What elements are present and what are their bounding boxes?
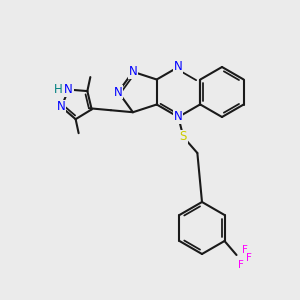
Text: N: N xyxy=(114,85,123,98)
Text: N: N xyxy=(64,83,73,96)
Text: N: N xyxy=(174,110,183,124)
Text: S: S xyxy=(180,130,187,143)
Text: N: N xyxy=(57,100,66,113)
Text: N: N xyxy=(174,61,183,74)
Text: H: H xyxy=(54,83,63,96)
Text: N: N xyxy=(128,65,137,78)
Text: F: F xyxy=(246,253,251,263)
Text: F: F xyxy=(238,260,244,270)
Text: F: F xyxy=(242,245,248,255)
